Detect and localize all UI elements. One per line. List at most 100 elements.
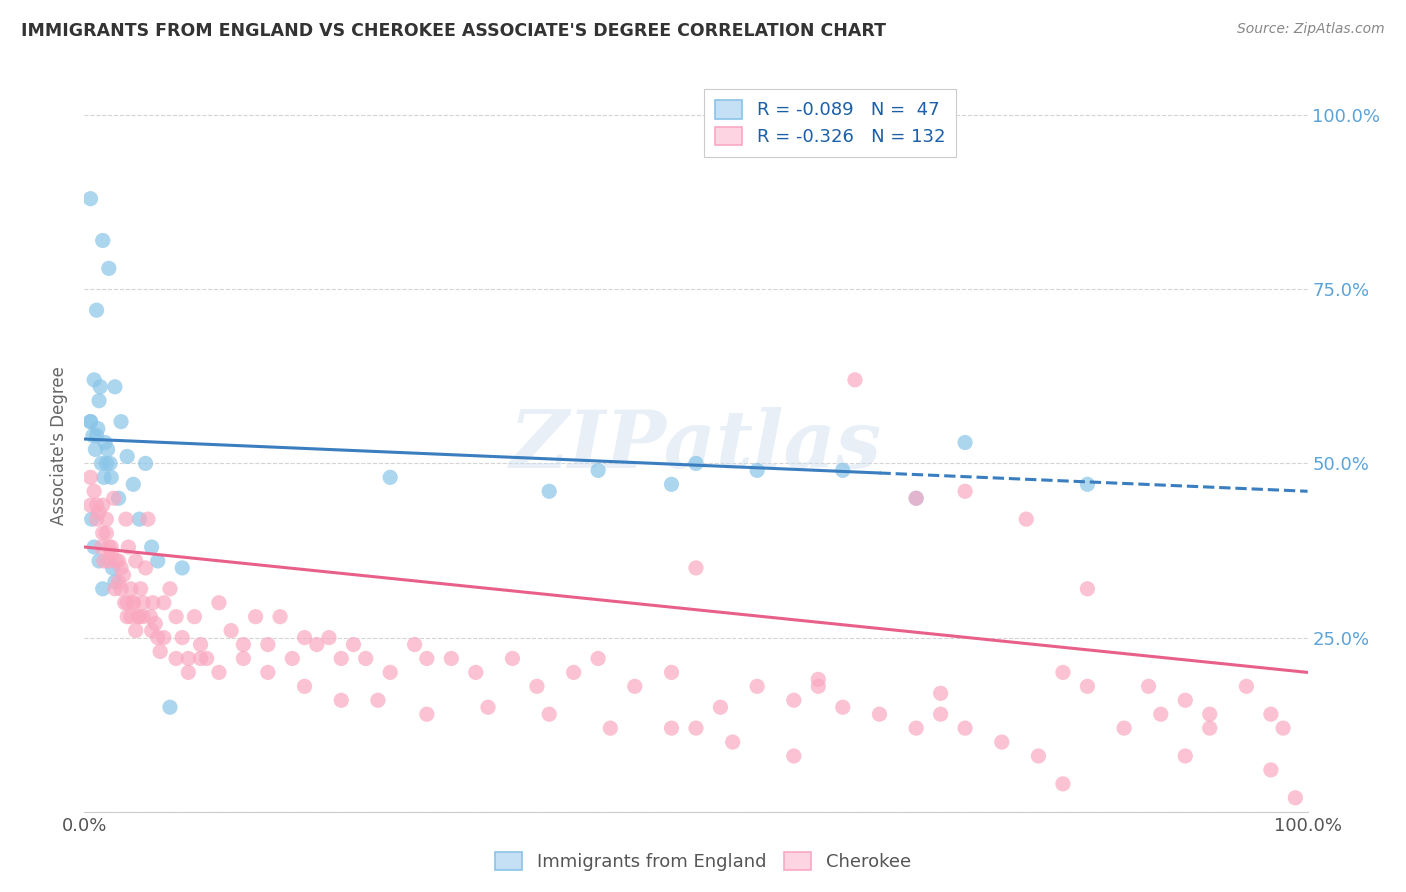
Point [87,554,110,568]
Point [125,554,148,568]
Point [87,505,110,519]
Point [142,596,165,610]
Point [110,415,132,429]
Point [905,491,928,506]
Text: ZIPatlas: ZIPatlas [510,408,882,484]
Point [83,484,105,499]
Point [1076,477,1098,491]
Point [330,651,353,665]
Point [100,470,122,484]
Point [132,609,155,624]
Point [115,609,138,624]
Point [1236,679,1258,693]
Point [94,435,117,450]
Point [661,665,683,680]
Point [79,470,101,484]
Point [91,526,114,541]
Point [586,463,609,477]
Point [98,457,121,471]
Point [165,609,187,624]
Point [172,561,194,575]
Point [122,477,145,491]
Point [1076,679,1098,693]
Point [80,512,103,526]
Point [661,477,683,491]
Point [953,721,976,735]
Point [79,192,101,206]
Point [159,582,181,596]
Point [232,651,254,665]
Point [86,498,108,512]
Point [929,707,952,722]
Point [190,638,212,652]
Point [120,609,142,624]
Point [1198,707,1220,722]
Point [132,596,155,610]
Point [305,638,328,652]
Point [624,679,647,693]
Point [105,554,128,568]
Point [257,665,280,680]
Point [709,700,731,714]
Point [104,380,127,394]
Point [464,665,486,680]
Point [1174,693,1197,707]
Point [367,693,389,707]
Point [269,609,291,624]
Point [1015,512,1038,526]
Point [149,644,172,658]
Point [115,512,138,526]
Point [991,735,1014,749]
Point [117,540,139,554]
Point [869,707,891,722]
Point [1052,665,1074,680]
Point [281,651,304,665]
Point [953,484,976,499]
Point [153,596,176,610]
Point [318,631,340,645]
Point [502,651,524,665]
Point [89,380,111,394]
Point [101,561,124,575]
Point [721,735,744,749]
Point [354,651,377,665]
Point [128,512,150,526]
Point [135,561,157,575]
Point [79,415,101,429]
Point [330,693,353,707]
Point [97,261,120,276]
Point [526,679,548,693]
Point [783,693,806,707]
Point [100,540,122,554]
Point [91,582,114,596]
Point [1284,790,1306,805]
Point [257,638,280,652]
Point [807,673,830,687]
Point [905,491,928,506]
Point [1272,721,1295,735]
Point [1174,749,1197,764]
Point [143,616,166,631]
Point [747,679,769,693]
Point [107,574,129,589]
Point [685,561,707,575]
Point [685,457,707,471]
Point [114,596,136,610]
Point [79,415,101,429]
Point [1028,749,1050,764]
Point [245,609,267,624]
Point [172,631,194,645]
Point [115,450,138,464]
Point [177,651,200,665]
Point [100,547,122,561]
Point [122,596,145,610]
Point [87,421,110,435]
Point [146,631,169,645]
Point [342,638,364,652]
Point [538,707,561,722]
Point [107,491,129,506]
Point [294,679,316,693]
Point [104,582,127,596]
Point [120,582,142,596]
Point [97,554,120,568]
